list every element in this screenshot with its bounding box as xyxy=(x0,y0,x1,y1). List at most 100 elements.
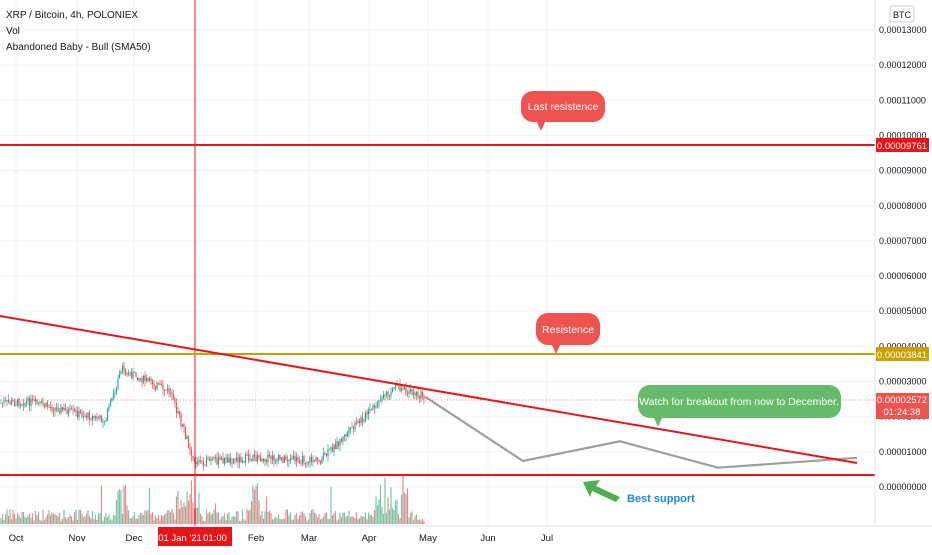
volume-bar xyxy=(376,505,379,524)
volume-bar xyxy=(25,517,28,524)
candle-body xyxy=(367,409,370,415)
candle-body xyxy=(180,414,182,427)
volume-bar xyxy=(270,513,272,524)
candle-body xyxy=(309,457,311,463)
resistance-text: Resistence xyxy=(542,324,594,336)
volume-bar xyxy=(67,517,70,524)
volume-bar xyxy=(19,517,22,524)
candle-body xyxy=(369,409,371,410)
candle-body xyxy=(70,408,73,409)
volume-bar xyxy=(345,516,347,524)
volume-bar xyxy=(115,499,118,524)
volume-bar xyxy=(232,515,235,524)
plot-area[interactable] xyxy=(0,0,875,526)
volume-bar xyxy=(397,514,400,524)
volume-bar xyxy=(126,505,128,524)
candle-body xyxy=(352,428,355,430)
volume-bar xyxy=(148,488,151,524)
volume-bar xyxy=(382,513,385,524)
candle-body xyxy=(408,391,410,394)
volume-bar xyxy=(231,516,233,524)
candle-body xyxy=(256,455,259,462)
price-tick-label: 0.00003000 xyxy=(879,377,927,387)
candle-body xyxy=(348,428,350,433)
volume-bar xyxy=(223,513,226,524)
watch-callout[interactable]: Watch for breakout from now to December. xyxy=(638,385,841,427)
volume-bar xyxy=(309,513,311,524)
candle-body xyxy=(420,391,422,399)
candle-body xyxy=(28,398,31,406)
volume-bar xyxy=(325,512,328,524)
price-axis[interactable]: BTC 0.00013000 0.00012000 0.00011000 0.0001… xyxy=(874,0,927,526)
last-resistance-callout[interactable]: Last resistence xyxy=(521,91,605,131)
candle-body xyxy=(325,453,328,456)
candle-body xyxy=(114,391,116,394)
volume-bar xyxy=(300,512,302,524)
candle-body xyxy=(84,415,86,417)
candle-body xyxy=(37,402,40,404)
volume-bar xyxy=(204,520,206,524)
volume-bar xyxy=(247,510,250,524)
best-support-annotation[interactable]: Best support xyxy=(583,480,695,505)
candle-body xyxy=(51,406,53,411)
volume-bar xyxy=(364,512,367,524)
candle-body xyxy=(148,378,151,381)
volume-bar xyxy=(43,520,46,524)
volume-bar xyxy=(252,485,254,524)
volume-bar xyxy=(360,515,362,524)
candle-body xyxy=(316,457,319,460)
time-label-may: May xyxy=(419,533,437,544)
candle-body xyxy=(406,393,409,395)
volume-bar xyxy=(93,519,95,524)
candle-body xyxy=(294,455,296,462)
candle-body xyxy=(9,402,11,405)
descending-trendline[interactable] xyxy=(0,315,858,464)
resistance-badge: 0.00003841 xyxy=(876,347,929,361)
candle-body xyxy=(195,461,197,464)
volume-bar xyxy=(7,515,10,524)
volume-bar xyxy=(256,483,259,524)
candle-body xyxy=(334,444,337,450)
volume-bar xyxy=(91,511,94,524)
volume-bar xyxy=(327,519,329,524)
candle-body xyxy=(234,459,236,461)
volume-bar xyxy=(333,513,335,524)
candle-body xyxy=(240,456,242,463)
candle-body xyxy=(118,374,121,379)
volume-bar xyxy=(102,520,104,524)
volume-bar xyxy=(216,512,218,524)
volume-bar xyxy=(339,512,341,524)
volume-bar xyxy=(114,515,116,524)
volume-bar xyxy=(253,489,256,524)
volume-bar xyxy=(157,515,160,524)
candle-body xyxy=(117,378,119,388)
volume-bar xyxy=(217,512,220,524)
price-tick-label: 0.00013000 xyxy=(879,25,927,35)
volume-bar xyxy=(315,513,317,524)
volume-bar xyxy=(276,518,278,524)
candle-body xyxy=(267,454,269,463)
time-label-feb: Feb xyxy=(248,533,264,544)
volume-bar xyxy=(418,519,421,524)
volume-bars xyxy=(0,475,425,524)
candle-body xyxy=(79,410,82,414)
volume-bar xyxy=(318,514,320,524)
candle-body xyxy=(7,400,10,403)
candle-body xyxy=(211,459,214,460)
candle-body xyxy=(163,389,166,391)
currency-toggle[interactable] xyxy=(889,5,915,23)
candle-body xyxy=(54,407,56,411)
volume-bar xyxy=(420,520,422,524)
volume-bar xyxy=(109,519,112,524)
candle-body xyxy=(144,375,146,381)
candle-body xyxy=(255,456,257,462)
resistance-callout[interactable]: Resistence xyxy=(536,313,600,354)
current-price-badge: 0.00002572 01:24:38 xyxy=(876,393,929,419)
volume-bar xyxy=(183,502,185,524)
volume-bar xyxy=(279,518,281,524)
volume-bar xyxy=(45,517,47,524)
volume-bar xyxy=(162,516,164,524)
candle-body xyxy=(366,412,368,415)
time-axis[interactable]: Oct Nov Dec Feb Mar Apr May Jun Jul 01 J… xyxy=(0,525,932,546)
